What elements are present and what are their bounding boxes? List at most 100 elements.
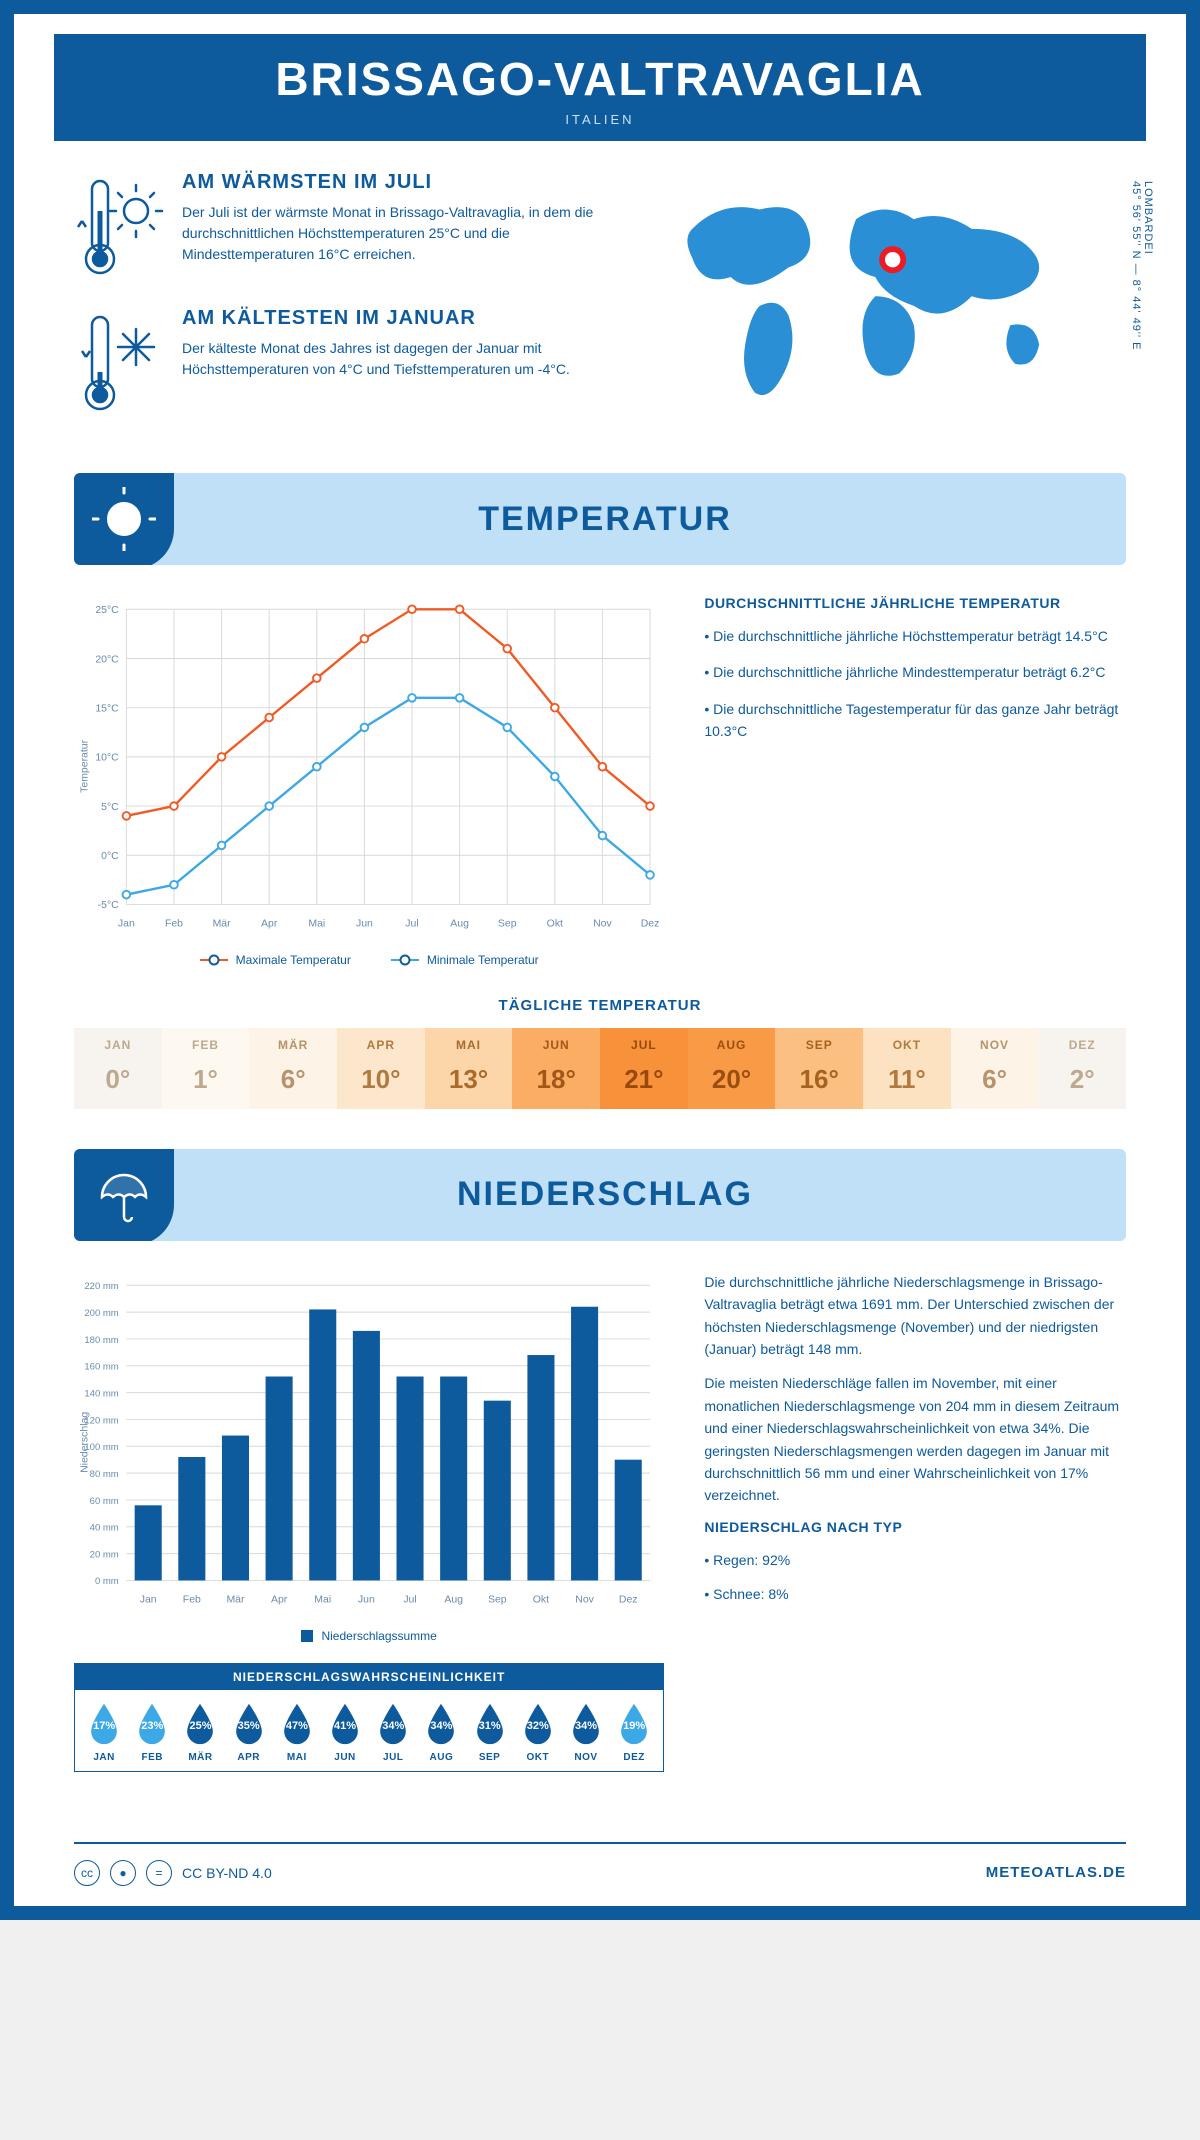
precip-title: NIEDERSCHLAG [174, 1175, 1126, 1214]
site-label: METEOATLAS.DE [986, 1864, 1126, 1881]
precip-legend: Niederschlagssumme [74, 1629, 664, 1643]
legend-min-label: Minimale Temperatur [427, 953, 539, 967]
svg-text:Niederschlag: Niederschlag [79, 1411, 90, 1472]
legend-max-label: Maximale Temperatur [236, 953, 351, 967]
temp-bullet-2: • Die durchschnittliche Tagestemperatur … [704, 698, 1126, 743]
svg-text:Jun: Jun [358, 1594, 375, 1605]
prob-cell: 47%MAI [274, 1702, 320, 1763]
prob-cell: 34%NOV [563, 1702, 609, 1763]
precip-side: Die durchschnittliche jährliche Niedersc… [704, 1271, 1126, 1772]
svg-text:Temperatur: Temperatur [79, 739, 90, 792]
prob-cell: 35%APR [226, 1702, 272, 1763]
region-label: LOMBARDEI [1142, 181, 1154, 255]
svg-text:5°C: 5°C [101, 802, 119, 813]
svg-text:Mär: Mär [226, 1594, 245, 1605]
precip-type-b1: • Regen: 92% [704, 1549, 1126, 1571]
svg-text:Aug: Aug [450, 918, 469, 929]
svg-text:Aug: Aug [444, 1594, 463, 1605]
temp-bullet-0: • Die durchschnittliche jährliche Höchst… [704, 625, 1126, 647]
fact-cold-text: Der kälteste Monat des Jahres ist dagege… [182, 338, 604, 380]
svg-text:200 mm: 200 mm [84, 1308, 118, 1319]
svg-text:Sep: Sep [488, 1594, 507, 1605]
page-subtitle: ITALIEN [54, 112, 1146, 127]
legend-swatch-max [200, 959, 228, 961]
svg-text:140 mm: 140 mm [84, 1388, 118, 1399]
svg-text:Mai: Mai [314, 1594, 331, 1605]
svg-text:Apr: Apr [271, 1594, 288, 1605]
temp-cell: JUN18° [512, 1028, 600, 1109]
temp-chart: -5°C0°C5°C10°C15°C20°C25°CJanFebMärAprMa… [74, 595, 664, 967]
nd-icon: = [146, 1860, 172, 1886]
fact-cold: AM KÄLTESTEN IM JANUAR Der kälteste Mona… [74, 307, 604, 417]
svg-text:40 mm: 40 mm [90, 1522, 119, 1533]
top-row: AM WÄRMSTEN IM JULI Der Juli ist der wär… [74, 171, 1126, 443]
cc-icon: cc [74, 1860, 100, 1886]
legend-precip-label: Niederschlagssumme [321, 1629, 436, 1643]
temp-title: TEMPERATUR [174, 500, 1126, 539]
temp-cell: DEZ2° [1038, 1028, 1126, 1109]
temp-banner: TEMPERATUR [74, 473, 1126, 565]
svg-text:Jun: Jun [356, 918, 373, 929]
svg-text:15°C: 15°C [95, 703, 119, 714]
temp-cell: JAN0° [74, 1028, 162, 1109]
footer: cc ● = CC BY-ND 4.0 METEOATLAS.DE [74, 1842, 1126, 1906]
daily-temp-title: TÄGLICHE TEMPERATUR [74, 997, 1126, 1014]
svg-text:160 mm: 160 mm [84, 1361, 118, 1372]
temp-cell: MÄR6° [249, 1028, 337, 1109]
precip-type-b2: • Schnee: 8% [704, 1583, 1126, 1605]
thermometer-snow-icon [74, 307, 164, 417]
svg-text:20 mm: 20 mm [90, 1549, 119, 1560]
thermometer-sun-icon [74, 171, 164, 281]
fact-cold-title: AM KÄLTESTEN IM JANUAR [182, 307, 604, 330]
svg-text:Dez: Dez [641, 918, 660, 929]
temp-cell: NOV6° [951, 1028, 1039, 1109]
temp-side-title: DURCHSCHNITTLICHE JÄHRLICHE TEMPERATUR [704, 595, 1126, 611]
temp-side: DURCHSCHNITTLICHE JÄHRLICHE TEMPERATUR •… [704, 595, 1126, 967]
svg-text:Nov: Nov [575, 1594, 594, 1605]
svg-text:10°C: 10°C [95, 753, 119, 764]
svg-text:Okt: Okt [547, 918, 563, 929]
fact-warm-title: AM WÄRMSTEN IM JULI [182, 171, 604, 194]
svg-text:Feb: Feb [183, 1594, 201, 1605]
temp-cell: AUG20° [688, 1028, 776, 1109]
svg-text:Mär: Mär [213, 918, 232, 929]
prob-box: NIEDERSCHLAGSWAHRSCHEINLICHKEIT 17%JAN23… [74, 1663, 664, 1772]
prob-cell: 25%MÄR [177, 1702, 223, 1763]
legend-swatch-min [391, 959, 419, 961]
world-map: LOMBARDEI 45° 56' 55'' N — 8° 44' 49'' E [644, 171, 1126, 427]
svg-text:80 mm: 80 mm [90, 1469, 119, 1480]
svg-text:20°C: 20°C [95, 654, 119, 665]
svg-text:Jan: Jan [140, 1594, 157, 1605]
prob-cell: 34%AUG [418, 1702, 464, 1763]
svg-text:Apr: Apr [261, 918, 278, 929]
prob-cell: 19%DEZ [611, 1702, 657, 1763]
daily-temp-row: JAN0°FEB1°MÄR6°APR10°MAI13°JUN18°JUL21°A… [74, 1028, 1126, 1109]
umbrella-icon [74, 1149, 174, 1241]
prob-cell: 23%FEB [129, 1702, 175, 1763]
license-label: CC BY-ND 4.0 [182, 1865, 272, 1881]
prob-cell: 31%SEP [467, 1702, 513, 1763]
coordinates: LOMBARDEI 45° 56' 55'' N — 8° 44' 49'' E [1130, 181, 1154, 350]
svg-text:Sep: Sep [498, 918, 517, 929]
temp-cell: FEB1° [162, 1028, 250, 1109]
precip-type-title: NIEDERSCHLAG NACH TYP [704, 1519, 1126, 1535]
svg-text:Feb: Feb [165, 918, 183, 929]
by-icon: ● [110, 1860, 136, 1886]
svg-text:220 mm: 220 mm [84, 1281, 118, 1292]
svg-text:0°C: 0°C [101, 851, 119, 862]
sun-icon [74, 473, 174, 565]
svg-text:Jan: Jan [118, 918, 135, 929]
svg-text:180 mm: 180 mm [84, 1335, 118, 1346]
fact-warm-text: Der Juli ist der wärmste Monat in Brissa… [182, 202, 604, 265]
temp-bullet-1: • Die durchschnittliche jährliche Mindes… [704, 661, 1126, 683]
lat-label: 45° 56' 55'' N [1130, 181, 1142, 260]
prob-cell: 17%JAN [81, 1702, 127, 1763]
svg-text:Okt: Okt [533, 1594, 549, 1605]
temp-cell: MAI13° [425, 1028, 513, 1109]
precip-banner: NIEDERSCHLAG [74, 1149, 1126, 1241]
prob-title: NIEDERSCHLAGSWAHRSCHEINLICHKEIT [75, 1664, 663, 1690]
lon-label: 8° 44' 49'' E [1130, 280, 1142, 351]
temp-cell: OKT11° [863, 1028, 951, 1109]
temp-legend: Maximale Temperatur Minimale Temperatur [74, 953, 664, 967]
svg-text:-5°C: -5°C [98, 900, 119, 911]
